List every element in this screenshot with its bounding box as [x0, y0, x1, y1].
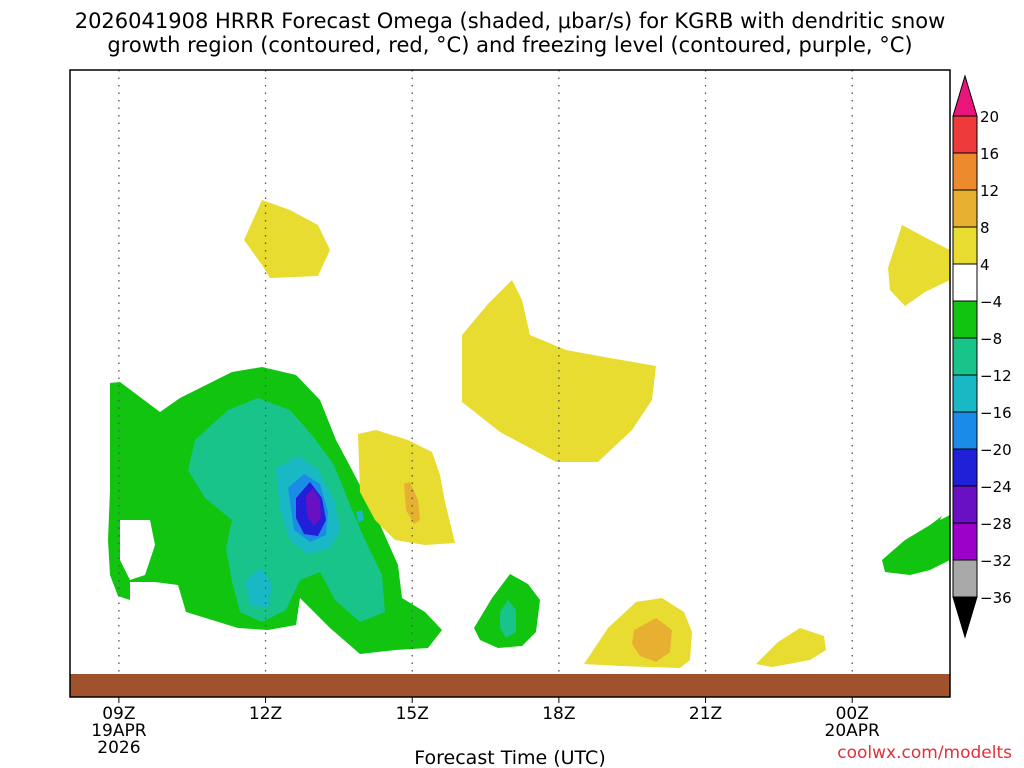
colorbar-swatch — [952, 152, 978, 191]
colorbar-swatch — [952, 559, 978, 598]
colorbar-swatch — [952, 189, 978, 228]
chart-title-line-1: 2026041908 HRRR Forecast Omega (shaded, … — [75, 9, 946, 33]
omega-region — [888, 225, 950, 306]
omega-region — [306, 488, 321, 526]
colorbar-label: −24 — [980, 478, 1012, 496]
plot-frame — [69, 69, 951, 698]
colorbar-label: 12 — [980, 182, 999, 200]
x-tick-label: 19APR — [91, 721, 147, 741]
colorbar-label: −8 — [980, 330, 1002, 348]
omega-region — [500, 600, 516, 638]
omega-region — [245, 568, 272, 608]
x-axis-label: Forecast Time (UTC) — [414, 747, 605, 768]
colorbar-label: −20 — [980, 441, 1012, 459]
omega-region — [404, 482, 420, 524]
colorbar-top-arrow — [952, 74, 978, 117]
credit-text: coolwx.com/modelts — [837, 743, 1012, 763]
omega-region — [756, 628, 826, 667]
colorbar-swatch — [952, 448, 978, 487]
omega-region — [632, 618, 672, 662]
colorbar-bottom-arrow — [952, 596, 978, 639]
omega-region — [356, 510, 364, 522]
colorbar-label: −12 — [980, 367, 1012, 385]
x-tick-label: 2026 — [97, 738, 140, 758]
colorbar-swatch — [952, 411, 978, 450]
colorbar-label: −28 — [980, 515, 1012, 533]
x-tick-label: 09Z — [102, 704, 135, 724]
x-tick-label: 12Z — [249, 704, 282, 724]
colorbar-label: −36 — [980, 589, 1012, 607]
colorbar: 20 16 12 8 4 −4 −8 −12 −16 −20 −24 −28 −32 −36 — [952, 74, 1012, 639]
omega-region — [882, 510, 950, 575]
colorbar-label: −32 — [980, 552, 1012, 570]
chart-title-line-2: growth region (contoured, red, °C) and f… — [107, 33, 912, 57]
colorbar-swatch — [952, 337, 978, 376]
terrain-strip — [70, 674, 950, 697]
colorbar-label: 4 — [980, 256, 990, 274]
colorbar-swatch — [952, 300, 978, 339]
x-tick-label: 00Z — [836, 704, 869, 724]
colorbar-swatch — [952, 226, 978, 265]
x-tick-label: 20APR — [825, 721, 881, 741]
x-tick-label: 15Z — [396, 704, 429, 724]
omega-shading — [108, 200, 950, 668]
colorbar-swatch — [952, 374, 978, 413]
omega-region — [940, 500, 950, 520]
colorbar-label: 8 — [980, 219, 990, 237]
omega-region — [120, 520, 155, 580]
plot-area: −18−18−12−12−120 — [69, 69, 951, 698]
colorbar-label: 20 — [980, 108, 999, 126]
x-tick-label: 18Z — [542, 704, 575, 724]
x-tick-label: 21Z — [689, 704, 722, 724]
colorbar-label: −4 — [980, 293, 1002, 311]
colorbar-swatch — [952, 522, 978, 561]
colorbar-swatch — [952, 263, 978, 302]
colorbar-label: 16 — [980, 145, 999, 163]
colorbar-swatch — [952, 115, 978, 154]
colorbar-swatch — [952, 485, 978, 524]
colorbar-label: −16 — [980, 404, 1012, 422]
